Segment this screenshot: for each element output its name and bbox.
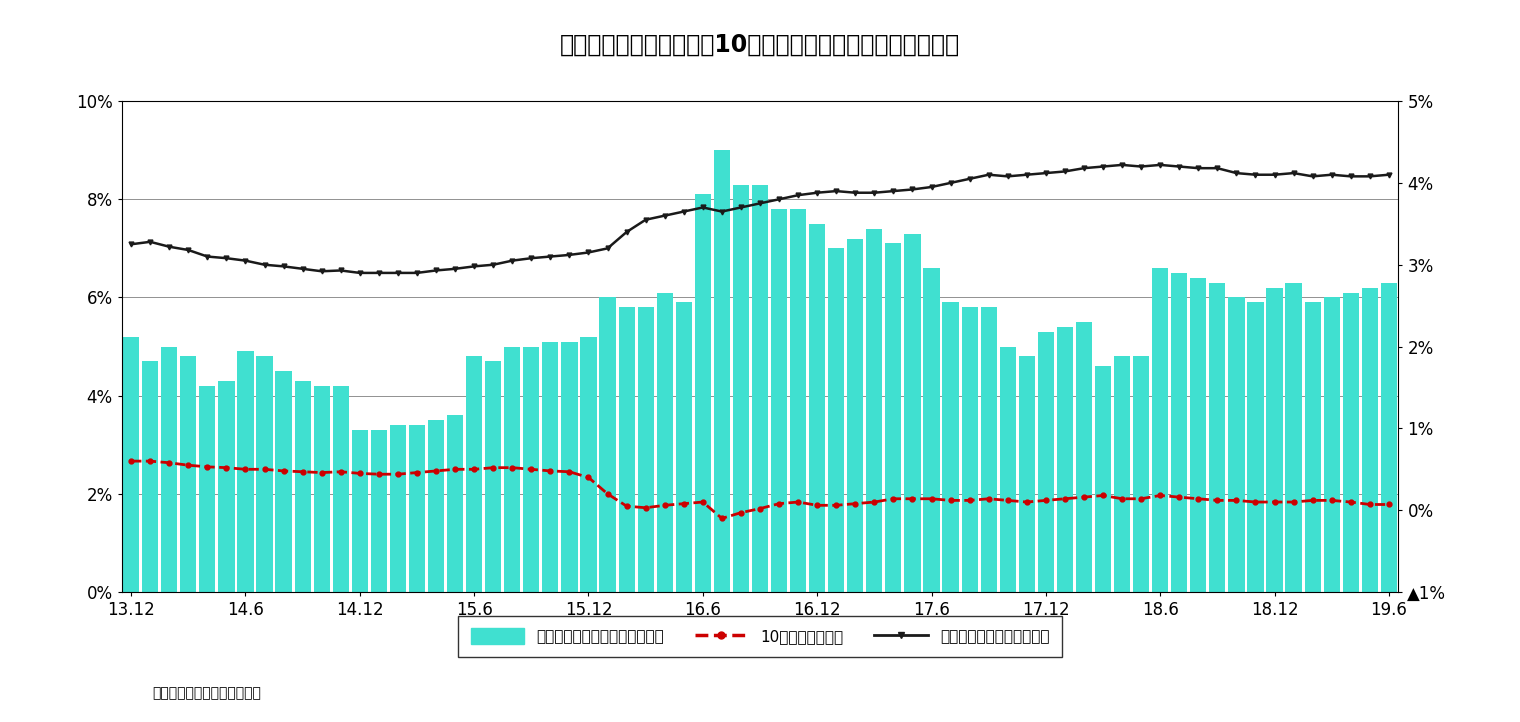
Bar: [866, 229, 883, 592]
Bar: [1000, 347, 1015, 592]
Bar: [389, 425, 406, 592]
Bar: [467, 357, 482, 592]
Bar: [1248, 303, 1263, 592]
Bar: [581, 336, 596, 592]
Bar: [809, 224, 825, 592]
Bar: [257, 357, 272, 592]
Bar: [828, 248, 844, 592]
Bar: [924, 268, 939, 592]
Bar: [141, 361, 158, 592]
Text: （出所）ニッセイ基礎研究所: （出所）ニッセイ基礎研究所: [152, 687, 261, 700]
Bar: [962, 308, 977, 592]
Bar: [1304, 303, 1321, 592]
Bar: [771, 209, 787, 592]
Bar: [523, 347, 540, 592]
Bar: [429, 420, 444, 592]
Bar: [1170, 273, 1187, 592]
Bar: [1266, 287, 1283, 592]
Bar: [409, 425, 426, 592]
Bar: [1094, 366, 1111, 592]
Bar: [885, 243, 901, 592]
Bar: [676, 303, 692, 592]
Bar: [980, 308, 997, 592]
Bar: [543, 342, 558, 592]
Text: 図表３：分配金成長率、10年金利、リスクプレミアムの推移: 図表３：分配金成長率、10年金利、リスクプレミアムの推移: [559, 32, 961, 56]
Bar: [1342, 292, 1359, 592]
Bar: [1076, 322, 1091, 592]
Bar: [695, 194, 711, 592]
Bar: [561, 342, 578, 592]
Bar: [275, 371, 292, 592]
Bar: [1210, 283, 1225, 592]
Bar: [637, 308, 654, 592]
Bar: [1132, 357, 1149, 592]
Bar: [1380, 283, 1397, 592]
Bar: [904, 234, 921, 592]
Bar: [790, 209, 806, 592]
Bar: [295, 381, 310, 592]
Bar: [313, 386, 330, 592]
Bar: [1018, 357, 1035, 592]
Bar: [1228, 297, 1245, 592]
Bar: [733, 185, 749, 592]
Bar: [219, 381, 234, 592]
Bar: [181, 357, 196, 592]
Bar: [657, 292, 673, 592]
Bar: [1286, 283, 1301, 592]
Bar: [942, 303, 959, 592]
Bar: [333, 386, 350, 592]
Bar: [371, 430, 388, 592]
Bar: [505, 347, 520, 592]
Bar: [1056, 327, 1073, 592]
Bar: [1152, 268, 1169, 592]
Bar: [1362, 287, 1379, 592]
Bar: [752, 185, 768, 592]
Legend: 分配金成長率（前年比、左軸）, 10年金利（右軸）, リスクプレミアム（右軸）: 分配金成長率（前年比、左軸）, 10年金利（右軸）, リスクプレミアム（右軸）: [459, 616, 1061, 656]
Bar: [237, 352, 254, 592]
Bar: [1114, 357, 1131, 592]
Bar: [161, 347, 178, 592]
Bar: [619, 308, 635, 592]
Bar: [485, 361, 502, 592]
Bar: [599, 297, 616, 592]
Bar: [1190, 278, 1207, 592]
Bar: [847, 238, 863, 592]
Bar: [714, 150, 730, 592]
Bar: [1038, 332, 1053, 592]
Bar: [447, 415, 464, 592]
Bar: [1324, 297, 1339, 592]
Bar: [123, 336, 140, 592]
Bar: [199, 386, 216, 592]
Bar: [351, 430, 368, 592]
